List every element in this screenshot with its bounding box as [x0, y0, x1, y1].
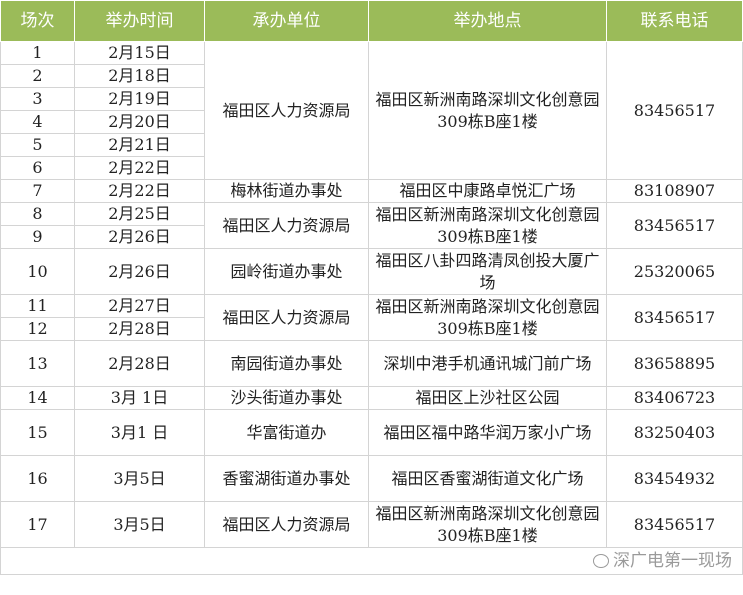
cell-no: 5: [0, 133, 75, 157]
cell-date: 2月22日: [74, 179, 205, 203]
cell-no: 4: [0, 110, 75, 134]
cell-phone: 83456517: [606, 294, 743, 341]
cell-date: 3月1 日: [74, 409, 205, 456]
cell-phone: 83454932: [606, 455, 743, 502]
table-row: 10 2月26日 园岭街道办事处 福田区八卦四路清凤创投大厦广场 25320065: [0, 248, 743, 295]
table-row: 1 2月15日 福田区人力资源局 福田区新洲南路深圳文化创意园309栋B座1楼 8345…: [0, 41, 743, 180]
header-date: 举办时间: [74, 0, 205, 42]
cell-no: 17: [0, 501, 75, 548]
cell-place: 福田区新洲南路深圳文化创意园309栋B座1楼: [368, 202, 607, 249]
table-row: 17 3月5日 福田区人力资源局 福田区新洲南路深圳文化创意园309栋B座1楼 8345…: [0, 501, 743, 548]
cell-no: 7: [0, 179, 75, 203]
table-row: 3 2月19日: [0, 87, 743, 111]
table-row: 11 2月27日 福田区人力资源局 福田区新洲南路深圳文化创意园309栋B座1楼 834…: [0, 294, 743, 341]
cell-date: 2月22日: [74, 156, 205, 180]
cell-unit: 华富街道办: [204, 409, 369, 456]
cell-date: 2月28日: [74, 317, 205, 341]
cell-phone: 83108907: [606, 179, 743, 203]
cell-date: 2月26日: [74, 225, 205, 249]
cell-place: 福田区香蜜湖街道文化广场: [368, 455, 607, 502]
cell-place: 福田区八卦四路清凤创投大厦广场: [368, 248, 607, 295]
cell-no: 9: [0, 225, 75, 249]
cell-unit: 沙头街道办事处: [204, 386, 369, 410]
cell-date: 2月25日: [74, 202, 205, 226]
cell-date: 2月21日: [74, 133, 205, 157]
cell-place: 深圳中港手机通讯城门前广场: [368, 340, 607, 387]
cell-date: 2月19日: [74, 87, 205, 111]
cell-place: 福田区新洲南路深圳文化创意园309栋B座1楼: [368, 294, 607, 341]
cell-phone: 83456517: [606, 41, 743, 180]
cell-date: 2月20日: [74, 110, 205, 134]
cell-no: 10: [0, 248, 75, 295]
event-schedule-table: 场次 举办时间 承办单位 举办地点 联系电话 1 2月15日 福田区人力资源局 福田区…: [0, 0, 743, 575]
table-row: 6 2月22日: [0, 156, 743, 180]
cell-unit: 福田区人力资源局: [204, 41, 369, 180]
cell-unit: 香蜜湖街道办事处: [204, 455, 369, 502]
cell-no: 8: [0, 202, 75, 226]
cell-date: 3月5日: [74, 501, 205, 548]
table-row: 16 3月5日 香蜜湖街道办事处 福田区香蜜湖街道文化广场 83454932: [0, 455, 743, 502]
table-row-empty: 深广电第一现场: [0, 547, 743, 575]
cell-place: 福田区福中路华润万家小广场: [368, 409, 607, 456]
watermark: 深广电第一现场: [593, 550, 732, 572]
cell-unit: 南园街道办事处: [204, 340, 369, 387]
table-row: 13 2月28日 南园街道办事处 深圳中港手机通讯城门前广场 83658895: [0, 340, 743, 387]
cell-no: 11: [0, 294, 75, 318]
cell-date: 3月5日: [74, 455, 205, 502]
cell-date: 2月26日: [74, 248, 205, 295]
cell-place: 福田区上沙社区公园: [368, 386, 607, 410]
cell-no: 1: [0, 41, 75, 65]
cell-date: 2月15日: [74, 41, 205, 65]
header-place: 举办地点: [368, 0, 607, 42]
cell-phone: 83406723: [606, 386, 743, 410]
header-no: 场次: [0, 0, 75, 42]
table-row: 15 3月1 日华富街道办 福田区福中路华润万家小广场 83250403: [0, 409, 743, 456]
cell-no: 15: [0, 409, 75, 456]
table-row: 9 2月26日: [0, 225, 743, 249]
cell-unit: 梅林街道办事处: [204, 179, 369, 203]
cell-place: 福田区新洲南路深圳文化创意园309栋B座1楼: [368, 501, 607, 548]
cell-no: 3: [0, 87, 75, 111]
cell-no: 12: [0, 317, 75, 341]
cell-no: 2: [0, 64, 75, 88]
cell-phone: 83456517: [606, 501, 743, 548]
header-unit: 承办单位: [204, 0, 369, 42]
cell-date: 2月28日: [74, 340, 205, 387]
table-row: 14 3月 1日 沙头街道办事处 福田区上沙社区公园 83406723: [0, 386, 743, 410]
cell-phone: 25320065: [606, 248, 743, 295]
cell-phone: 83456517: [606, 202, 743, 249]
cell-date: 3月 1日: [74, 386, 205, 410]
cell-empty: 深广电第一现场: [0, 547, 743, 575]
table-row: 7 2月22日 梅林街道办事处 福田区中康路卓悦汇广场 83108907: [0, 179, 743, 203]
table-row: 12 2月28日: [0, 317, 743, 341]
table-row: 4 2月20日: [0, 110, 743, 134]
wechat-icon: [593, 554, 609, 568]
cell-no: 6: [0, 156, 75, 180]
cell-no: 14: [0, 386, 75, 410]
cell-unit: 福田区人力资源局: [204, 501, 369, 548]
table-row: 8 2月25日 福田区人力资源局 福田区新洲南路深圳文化创意园309栋B座1楼 8345…: [0, 202, 743, 249]
cell-phone: 83658895: [606, 340, 743, 387]
cell-date: 2月18日: [74, 64, 205, 88]
cell-phone: 83250403: [606, 409, 743, 456]
header-row: 场次 举办时间 承办单位 举办地点 联系电话: [0, 0, 743, 42]
cell-no: 16: [0, 455, 75, 502]
cell-place: 福田区中康路卓悦汇广场: [368, 179, 607, 203]
table-row: 5 2月21日: [0, 133, 743, 157]
header-phone: 联系电话: [606, 0, 743, 42]
cell-no: 13: [0, 340, 75, 387]
cell-place: 福田区新洲南路深圳文化创意园309栋B座1楼: [368, 41, 607, 180]
cell-unit: 园岭街道办事处: [204, 248, 369, 295]
watermark-text: 深广电第一现场: [613, 551, 732, 571]
cell-unit: 福田区人力资源局: [204, 294, 369, 341]
cell-date: 2月27日: [74, 294, 205, 318]
cell-unit: 福田区人力资源局: [204, 202, 369, 249]
